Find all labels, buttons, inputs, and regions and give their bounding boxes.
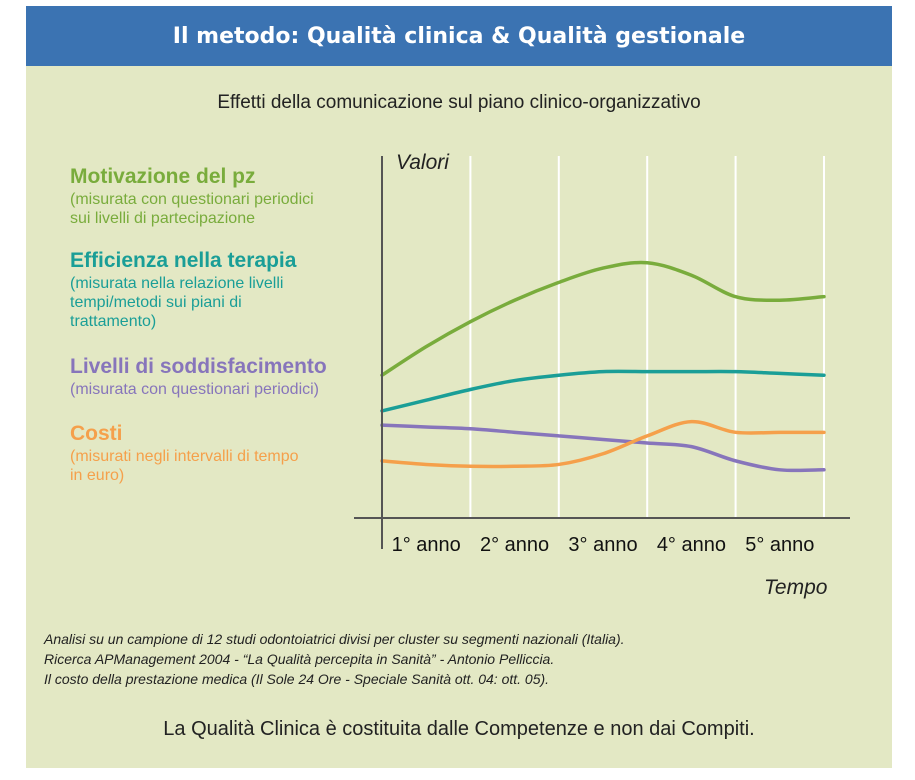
x-axis-label: Tempo [764,576,828,599]
x-tick-label: 4° anno [657,534,726,556]
legend-desc-line: (misurati negli intervalli di tempo [70,448,299,465]
legend-title: Motivazione del pz [70,165,256,188]
note-line: Il costo della prestazione medica (Il So… [44,671,550,687]
series-line-livelli-di-soddisfacimento [380,423,826,473]
series-line-costi [380,419,826,469]
series-lines [380,260,826,473]
legend-desc-line: (misurata con questionari periodici) [70,381,319,398]
legend-desc-line: (misurata con questionari periodici [70,191,314,208]
legend-desc-line: in euro) [70,467,125,484]
legend-item-soddisfacimento: Livelli di soddisfacimento (misurata con… [70,354,327,399]
x-tick-label: 1° anno [392,534,461,556]
line-chart: 1° anno 2° anno 3° anno 4° anno 5° anno [354,156,850,556]
legend-item-efficienza: Efficienza nella terapia (misurata nella… [70,248,296,331]
legend-title: Livelli di soddisfacimento [70,355,327,378]
series-line-motivazione-del-pz [380,260,826,377]
legend-desc-line: tempi/metodi sui piani di [70,294,242,311]
legend-desc-line: trattamento) [70,313,157,330]
legend-desc-line: (misurata nella relazione livelli [70,275,284,292]
legend-title: Efficienza nella terapia [70,249,297,272]
note-line: Analisi su un campione di 12 studi odont… [44,631,625,647]
x-tick-label: 3° anno [568,534,637,556]
figure-panel: Il metodo: Qualità clinica & Qualità ges… [26,6,892,768]
grid-lines [469,156,825,518]
x-tick-label: 2° anno [480,534,549,556]
chart-title: Effetti della comunicazione sul piano cl… [217,92,701,113]
footer-statement: La Qualità Clinica è costituita dalle Co… [163,718,755,740]
legend-desc-line: sui livelli di partecipazione [70,210,255,227]
page-title: Il metodo: Qualità clinica & Qualità ges… [26,6,892,66]
x-tick-label: 5° anno [745,534,814,556]
legend-item-costi: Costi (misurati negli intervalli di temp… [70,421,299,485]
legend-item-motivazione: Motivazione del pz (misurata con questio… [70,164,314,228]
series-line-efficienza-nella-terapia [380,369,826,413]
source-notes: Analisi su un campione di 12 studi odont… [44,629,625,689]
note-line: Ricerca APManagement 2004 - “La Qualità … [44,651,555,667]
y-axis-label: Valori [396,151,449,174]
legend-title: Costi [70,422,123,445]
x-tick-labels: 1° anno 2° anno 3° anno 4° anno 5° anno [392,534,815,556]
